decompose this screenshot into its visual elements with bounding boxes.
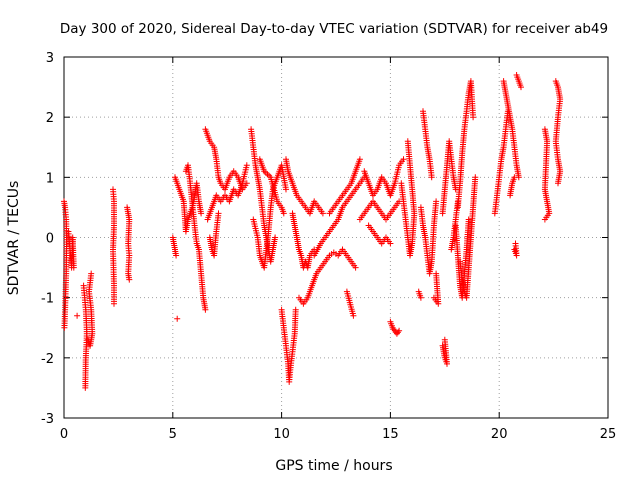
x-tick-label: 15 [382,427,399,442]
data-point [74,312,81,319]
data-point [441,336,448,343]
data-point [352,264,359,271]
data-point [111,300,117,307]
data-point [454,198,461,205]
data-point [541,216,548,223]
data-point [404,138,411,145]
data-point [350,312,357,319]
data-point [243,162,250,169]
x-tick-label: 25 [600,427,617,442]
data-point [511,174,518,181]
data-point [433,270,440,277]
y-tick-label: 0 [46,232,54,247]
data-point [470,114,477,121]
data-point [512,240,519,247]
data-point [61,324,68,331]
data-point [428,174,435,181]
data-point [555,180,561,187]
data-point [387,240,394,247]
data-points [61,72,564,391]
x-tick-label: 10 [273,427,290,442]
x-tick-label: 20 [491,427,508,442]
y-tick-label: 3 [46,51,54,66]
y-tick-label: -2 [41,352,54,367]
data-point [215,210,222,217]
data-point [465,216,472,223]
data-point [396,327,403,334]
y-tick-label: 1 [46,171,54,186]
data-point [518,84,524,91]
data-point [433,198,440,205]
data-point [472,174,479,181]
data-point [70,264,77,271]
data-point [417,294,424,301]
y-tick-label: 2 [46,111,54,126]
data-point [319,210,326,217]
x-tick-label: 0 [60,427,68,442]
data-point [292,306,299,313]
axis-ticks: 0 5 10 15 20 25 -3 -2 -1 0 1 2 3 [41,51,616,442]
data-point [82,384,89,391]
data-point [272,234,279,241]
data-point [88,270,95,277]
data-point [174,315,181,322]
chart-title: Day 300 of 2020, Sidereal Day-to-day VTE… [60,21,608,37]
x-axis-label: GPS time / hours [275,458,392,474]
x-tick-label: 5 [169,427,177,442]
y-tick-label: -3 [41,412,54,427]
data-point [356,156,363,163]
data-point [198,210,205,217]
data-point [202,306,209,313]
data-point [173,252,180,259]
data-point [400,156,407,163]
data-point [280,210,287,217]
grid [64,57,608,418]
data-point [126,276,133,283]
data-point [283,186,289,193]
y-tick-label: -1 [41,292,54,307]
y-axis-label: SDTVAR / TECUs [6,181,22,296]
